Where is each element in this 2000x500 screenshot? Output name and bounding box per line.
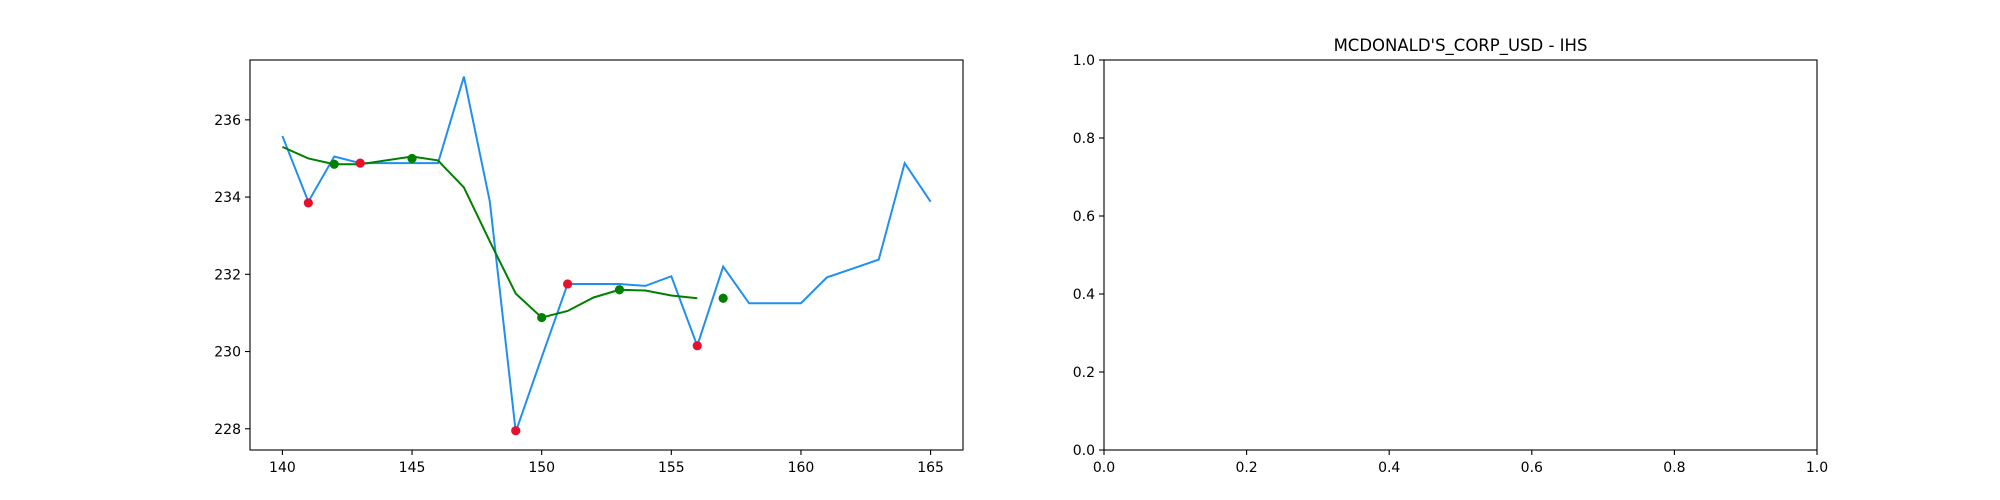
ihs-y-tick-label: 0.4: [1073, 287, 1095, 303]
price-y-tick-label: 236: [214, 113, 241, 129]
minima-point: [563, 279, 573, 289]
price-x-tick-label: 150: [528, 460, 555, 476]
price-x-tick-label: 165: [917, 460, 944, 476]
maxima-point: [407, 153, 417, 164]
maxima-point: [718, 293, 728, 303]
minima-point: [511, 426, 521, 436]
price-line: [281, 76, 932, 433]
price-y-tick-label: 230: [214, 345, 241, 361]
ihs-y-tick-label: 1.0: [1073, 53, 1095, 69]
ihs-y-tick-label: 0.0: [1073, 443, 1095, 459]
price-x-tick-label: 145: [399, 460, 426, 476]
ihs-x-tick-label: 0.2: [1235, 460, 1257, 476]
ihs-x-tick-label: 0.4: [1378, 460, 1400, 476]
smoothed-line: [282, 145, 698, 319]
minima-point: [303, 198, 313, 208]
ihs-x-tick-label: 0.8: [1663, 460, 1685, 476]
maxima-point: [329, 159, 339, 169]
ihs-x-tick-label: 0.6: [1521, 460, 1543, 476]
ihs-axes-frame: [1103, 59, 1818, 451]
minima-point: [692, 341, 702, 351]
price-y-tick-label: 232: [214, 267, 241, 283]
price-chart: 140 145 150 155 160 165 228 230 232 234 236: [214, 59, 964, 476]
ihs-x-tick-label: 1.0: [1806, 460, 1828, 476]
minima-point: [355, 158, 365, 168]
price-x-tick-label: 160: [788, 460, 815, 476]
ihs-chart: 0.0 0.2 0.4 0.6 0.8 1.0 0.0 0.2 0.4 0.6 0.8 1.0 MCDO…: [1073, 36, 1828, 476]
ihs-y-tick-label: 0.6: [1073, 209, 1095, 225]
maxima-point: [537, 312, 547, 323]
price-x-tick-label: 140: [269, 460, 296, 476]
maxima-point: [614, 285, 625, 295]
ihs-y-tick-label: 0.8: [1073, 131, 1095, 147]
price-axes-frame: [249, 59, 964, 451]
price-y-tick-label: 234: [214, 190, 241, 206]
price-y-tick-label: 228: [214, 422, 241, 438]
ihs-x-tick-label: 0.0: [1093, 460, 1115, 476]
ihs-y-tick-label: 0.2: [1073, 365, 1095, 381]
ihs-chart-title: MCDONALD'S_CORP_USD - IHS: [1334, 36, 1588, 56]
price-x-tick-label: 155: [658, 460, 685, 476]
